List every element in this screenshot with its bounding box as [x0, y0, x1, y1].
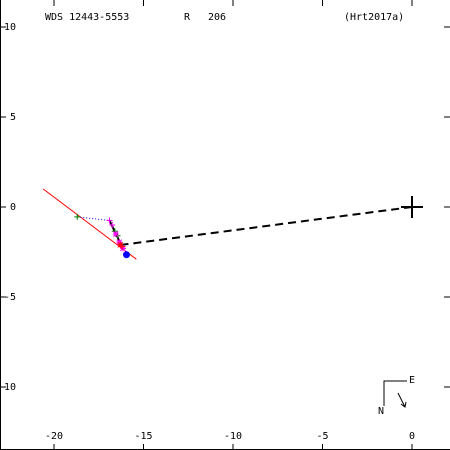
y-tick-label: -5 [4, 292, 16, 303]
y-tick-label: 10 [4, 22, 16, 33]
obs-star-marker [112, 231, 119, 237]
obs-star-marker [116, 239, 123, 246]
obs-plus-marker [106, 217, 113, 224]
compass-frame [383, 380, 407, 406]
y-tick-label: 5 [10, 112, 16, 123]
fit-line [42, 188, 137, 260]
reference-code: (Hrt2017a) [344, 12, 404, 23]
north-label: N [378, 406, 384, 417]
obs-plus-marker [74, 213, 81, 220]
orbit-arc [121, 206, 413, 246]
motion-arrow-icon [397, 392, 407, 408]
obs-plus-marker [109, 222, 116, 228]
tick-labels: -20 -15 -10 -5 0 10 5 0 -5 -10 [0, 22, 415, 442]
observations [74, 213, 130, 259]
x-tick-label: -20 [45, 431, 63, 442]
data-series [42, 188, 423, 260]
x-tick-label: -10 [224, 431, 242, 442]
y-tick-label: -10 [0, 382, 16, 393]
compass: N E [378, 375, 415, 417]
grade-value: 206 [208, 12, 226, 23]
y-tick-label: 0 [10, 202, 16, 213]
x-tick-label: -5 [316, 431, 328, 442]
x-tick-label: 0 [409, 431, 415, 442]
star-designation: WDS 12443-5553 [45, 12, 129, 23]
obs-star-marker [119, 245, 126, 252]
obs-dot-marker [122, 251, 130, 259]
east-label: E [409, 375, 415, 386]
obs-plus-marker [119, 243, 126, 250]
grade-label: R [184, 12, 191, 23]
obs-star-marker [117, 241, 124, 248]
x-tick-label: -15 [134, 431, 152, 442]
residual-link [77, 216, 110, 221]
